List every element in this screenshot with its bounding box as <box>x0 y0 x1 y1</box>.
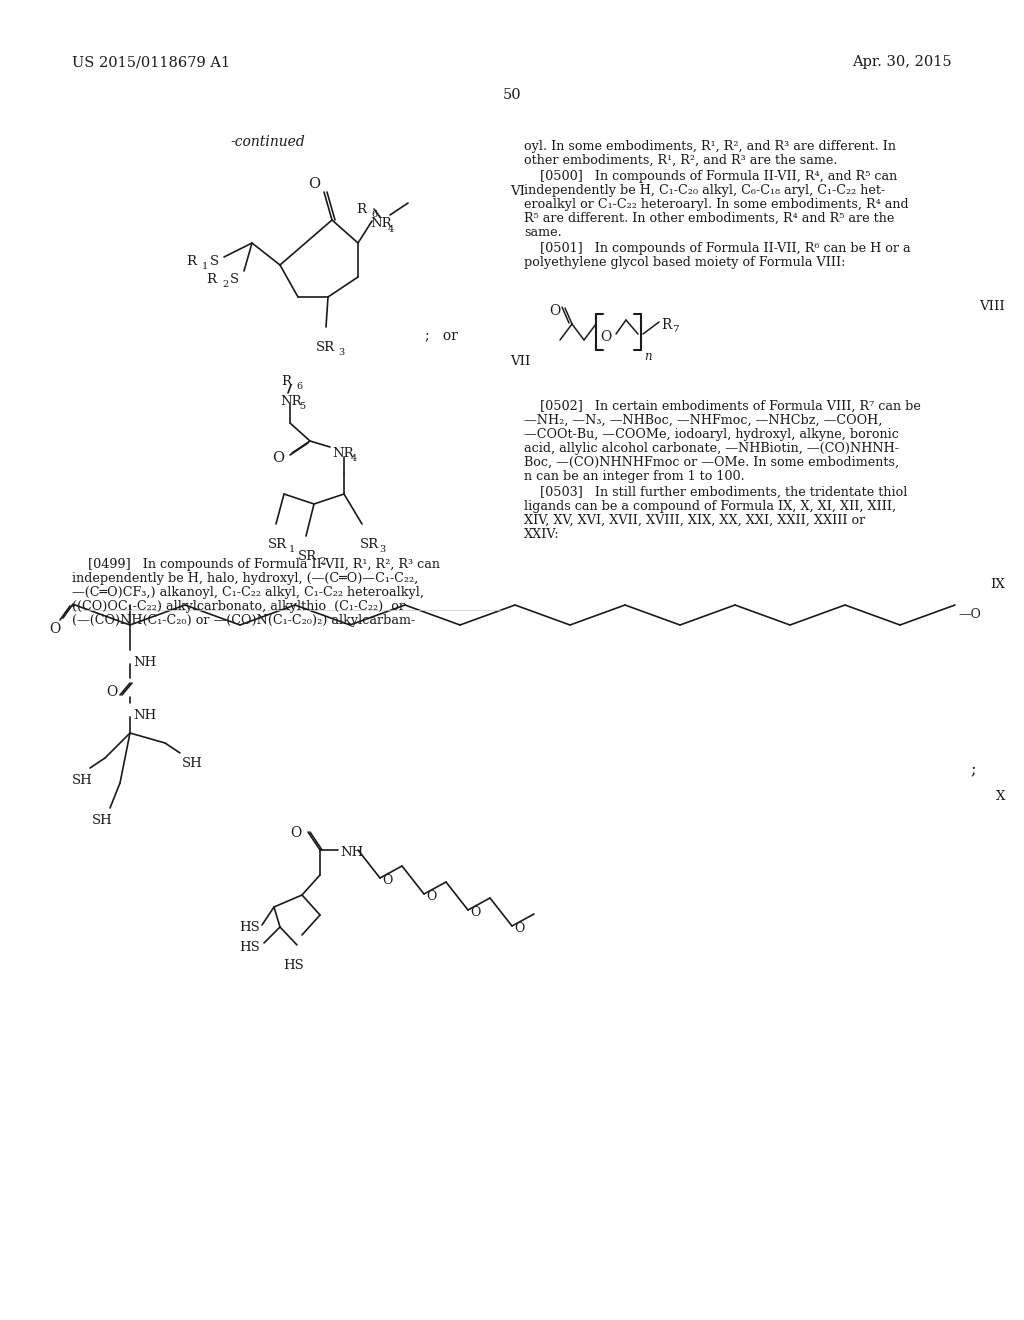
Text: O: O <box>600 330 611 345</box>
Text: acid, allylic alcohol carbonate, —NHBiotin, —(CO)NHNH-: acid, allylic alcohol carbonate, —NHBiot… <box>524 442 899 455</box>
Text: 6: 6 <box>371 210 377 219</box>
Text: S: S <box>230 273 240 286</box>
Text: O: O <box>291 826 302 840</box>
Text: ;: ; <box>970 760 976 777</box>
Text: ligands can be a compound of Formula IX, X, XI, XII, XIII,: ligands can be a compound of Formula IX,… <box>524 500 896 513</box>
Text: —O: —O <box>958 609 981 620</box>
Text: XXIV:: XXIV: <box>524 528 560 541</box>
Text: SH: SH <box>72 774 93 787</box>
Text: Apr. 30, 2015: Apr. 30, 2015 <box>852 55 952 69</box>
Text: S: S <box>210 255 219 268</box>
Text: O: O <box>49 622 60 636</box>
Text: US 2015/0118679 A1: US 2015/0118679 A1 <box>72 55 230 69</box>
Text: SH: SH <box>92 814 113 828</box>
Text: NH: NH <box>133 656 157 669</box>
Text: NR: NR <box>370 216 391 230</box>
Text: VIII: VIII <box>979 300 1005 313</box>
Text: R⁵ are different. In other embodiments, R⁴ and R⁵ are the: R⁵ are different. In other embodiments, … <box>524 213 894 224</box>
Text: R: R <box>186 255 196 268</box>
Text: O: O <box>514 921 524 935</box>
Text: —(C═O)CF₃,) alkanoyl, C₁-C₂₂ alkyl, C₁-C₂₂ heteroalkyl,: —(C═O)CF₃,) alkanoyl, C₁-C₂₂ alkyl, C₁-C… <box>72 586 424 599</box>
Text: ((CO)OC₁-C₂₂) alkylcarbonato, alkylthio  (C₁-C₂₂)  or: ((CO)OC₁-C₂₂) alkylcarbonato, alkylthio … <box>72 601 406 612</box>
Text: VI: VI <box>510 185 525 198</box>
Text: R: R <box>662 318 672 333</box>
Text: O: O <box>426 890 436 903</box>
Text: ;   or: ; or <box>425 327 458 342</box>
Text: 4: 4 <box>351 454 357 463</box>
Text: O: O <box>308 177 321 191</box>
Text: NH: NH <box>133 709 157 722</box>
Text: 2: 2 <box>222 280 228 289</box>
Text: —NH₂, —N₃, —NHBoc, —NHFmoc, —NHCbz, —COOH,: —NH₂, —N₃, —NHBoc, —NHFmoc, —NHCbz, —COO… <box>524 414 883 426</box>
Text: independently be H, halo, hydroxyl, (—(C═O)—C₁-C₂₂,: independently be H, halo, hydroxyl, (—(C… <box>72 572 418 585</box>
Text: SR: SR <box>298 550 317 564</box>
Text: O: O <box>272 451 284 465</box>
Text: 3: 3 <box>338 348 344 356</box>
Text: 2: 2 <box>319 557 326 566</box>
Text: R: R <box>206 273 216 286</box>
Text: (—(CO)NH(C₁-C₂₀) or —(CO)N(C₁-C₂₀)₂) alkylcarbam-: (—(CO)NH(C₁-C₂₀) or —(CO)N(C₁-C₂₀)₂) alk… <box>72 614 416 627</box>
Text: O: O <box>106 685 118 700</box>
Text: SR: SR <box>268 539 287 550</box>
Text: oyl. In some embodiments, R¹, R², and R³ are different. In: oyl. In some embodiments, R¹, R², and R³… <box>524 140 896 153</box>
Text: R: R <box>356 203 366 216</box>
Text: O: O <box>382 874 392 887</box>
Text: NH: NH <box>340 846 364 859</box>
Text: n: n <box>644 350 651 363</box>
Text: Boc, —(CO)NHNHFmoc or —OMe. In some embodiments,: Boc, —(CO)NHNHFmoc or —OMe. In some embo… <box>524 455 899 469</box>
Text: 1: 1 <box>289 545 295 554</box>
Text: 6: 6 <box>296 381 302 391</box>
Text: HS: HS <box>240 941 260 954</box>
Text: VII: VII <box>510 355 530 368</box>
Text: O: O <box>549 304 560 318</box>
Text: [0501]   In compounds of Formula II-VII, R⁶ can be H or a: [0501] In compounds of Formula II-VII, R… <box>524 242 910 255</box>
Text: —COOt-Bu, —COOMe, iodoaryl, hydroxyl, alkyne, boronic: —COOt-Bu, —COOMe, iodoaryl, hydroxyl, al… <box>524 428 899 441</box>
Text: eroalkyl or C₁-C₂₂ heteroaryl. In some embodiments, R⁴ and: eroalkyl or C₁-C₂₂ heteroaryl. In some e… <box>524 198 908 211</box>
Text: n can be an integer from 1 to 100.: n can be an integer from 1 to 100. <box>524 470 744 483</box>
Text: [0502]   In certain embodiments of Formula VIII, R⁷ can be: [0502] In certain embodiments of Formula… <box>524 400 921 413</box>
Text: X: X <box>995 789 1005 803</box>
Text: 7: 7 <box>672 325 679 334</box>
Text: 5: 5 <box>299 403 305 411</box>
Text: same.: same. <box>524 226 562 239</box>
Text: other embodiments, R¹, R², and R³ are the same.: other embodiments, R¹, R², and R³ are th… <box>524 154 838 168</box>
Text: IX: IX <box>990 578 1005 591</box>
Text: 50: 50 <box>503 88 521 102</box>
Text: 4: 4 <box>388 224 394 234</box>
Text: independently be H, C₁-C₂₀ alkyl, C₆-C₁₈ aryl, C₁-C₂₂ het-: independently be H, C₁-C₂₀ alkyl, C₆-C₁₈… <box>524 183 886 197</box>
Text: [0499]   In compounds of Formula II-VII, R¹, R², R³ can: [0499] In compounds of Formula II-VII, R… <box>72 558 440 572</box>
Text: SR: SR <box>360 539 379 550</box>
Text: NR: NR <box>280 395 302 408</box>
Text: HS: HS <box>284 960 304 972</box>
Text: [0500]   In compounds of Formula II-VII, R⁴, and R⁵ can: [0500] In compounds of Formula II-VII, R… <box>524 170 897 183</box>
Text: polyethylene glycol based moiety of Formula VIII:: polyethylene glycol based moiety of Form… <box>524 256 846 269</box>
Text: HS: HS <box>240 921 260 935</box>
Text: R: R <box>281 375 291 388</box>
Text: [0503]   In still further embodiments, the tridentate thiol: [0503] In still further embodiments, the… <box>524 486 907 499</box>
Text: XIV, XV, XVI, XVII, XVIII, XIX, XX, XXI, XXII, XXIII or: XIV, XV, XVI, XVII, XVIII, XIX, XX, XXI,… <box>524 513 865 527</box>
Text: 3: 3 <box>379 545 385 554</box>
Text: O: O <box>470 906 480 919</box>
Text: SR: SR <box>316 341 335 354</box>
Text: 1: 1 <box>202 261 208 271</box>
Text: -continued: -continued <box>230 135 305 149</box>
Text: NR: NR <box>332 447 353 459</box>
Text: SH: SH <box>182 756 203 770</box>
